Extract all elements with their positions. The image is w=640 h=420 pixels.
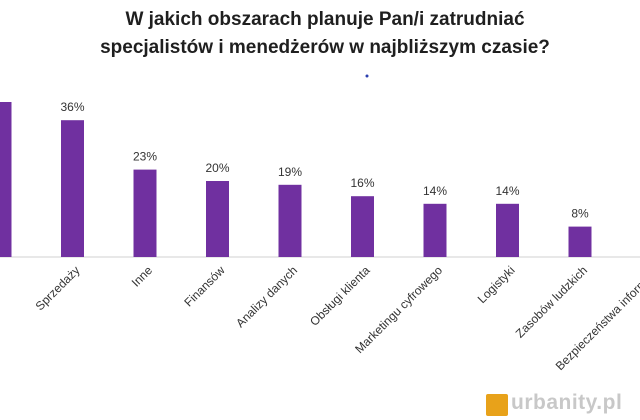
- bar-4: [278, 184, 302, 257]
- value-label-1: 36%: [60, 100, 84, 114]
- category-label-2: Inne: [129, 263, 156, 290]
- bar-2: [133, 169, 157, 257]
- bar-3: [206, 181, 229, 257]
- bar-0: [0, 102, 12, 257]
- bar-7: [496, 203, 519, 257]
- value-label-4: 19%: [278, 165, 302, 179]
- bar-1: [61, 120, 84, 257]
- category-label-4: Analizy danych: [233, 263, 300, 330]
- value-label-8: 8%: [571, 207, 589, 221]
- bar-6: [423, 203, 447, 257]
- watermark-logo-icon: [486, 394, 508, 416]
- value-label-6: 14%: [423, 184, 447, 198]
- value-label-5: 16%: [350, 176, 374, 190]
- chart-title-line-1: W jakich obszarach planuje Pan/i zatrudn…: [125, 9, 525, 30]
- bar-8: [568, 226, 592, 257]
- stray-dot: [365, 74, 369, 78]
- bars-group: [0, 102, 592, 257]
- category-label-3: Finansów: [181, 263, 227, 309]
- category-labels-group: Sprzedaży Inne Finansów Analizy danych Obsłu…: [33, 263, 640, 373]
- chart-title-line-2: specjalistów i menedżerów w najbliższym …: [100, 37, 550, 58]
- watermark-text: urbanity.pl: [511, 391, 623, 414]
- bar-5: [351, 196, 374, 257]
- category-label-8: Zasobów ludzkich: [513, 263, 590, 340]
- value-label-3: 20%: [205, 161, 229, 175]
- category-label-5: Obsługi klienta: [307, 263, 373, 329]
- category-label-1: Sprzedaży: [33, 263, 83, 313]
- value-label-2: 23%: [133, 150, 157, 164]
- value-labels-group: %36%23%20%19%16%14%14%8%6: [0, 75, 589, 221]
- value-label-7: 14%: [495, 184, 519, 198]
- category-label-7: Logistyki: [475, 263, 518, 306]
